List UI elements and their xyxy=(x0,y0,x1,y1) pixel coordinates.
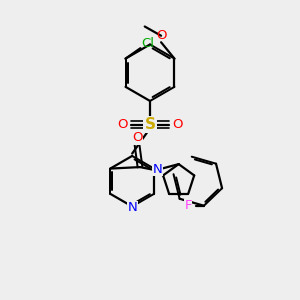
Text: O: O xyxy=(132,131,142,144)
Text: Cl: Cl xyxy=(141,37,154,50)
Text: O: O xyxy=(117,118,128,131)
Text: N: N xyxy=(127,202,137,214)
Text: S: S xyxy=(145,117,155,132)
Text: F: F xyxy=(184,199,192,212)
Text: O: O xyxy=(156,29,166,42)
Text: N: N xyxy=(152,163,162,176)
Text: O: O xyxy=(172,118,183,131)
